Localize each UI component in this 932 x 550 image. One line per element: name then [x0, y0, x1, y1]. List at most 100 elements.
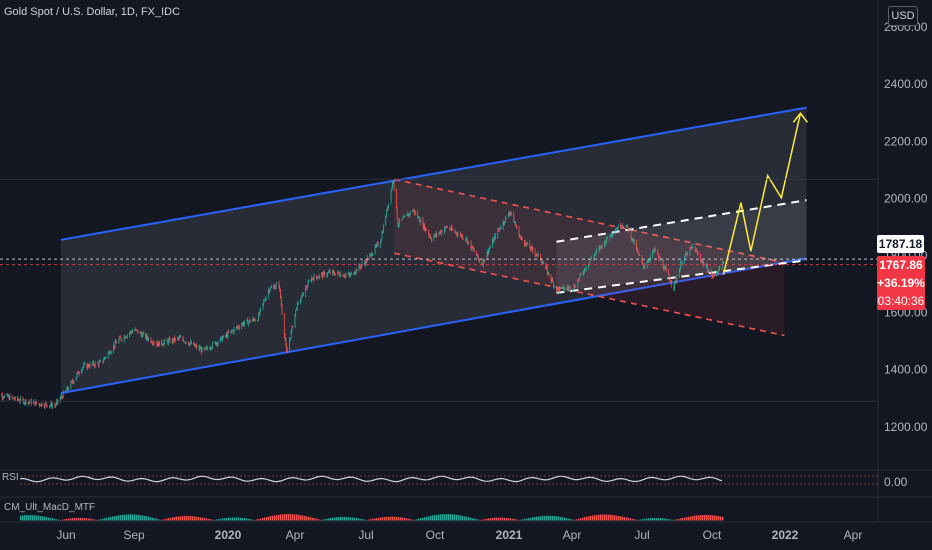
macd-bar [382, 517, 384, 521]
macd-bar [256, 519, 258, 521]
time-tick-label: Jun [56, 528, 75, 542]
candle-body [610, 233, 611, 238]
candle-body [478, 257, 480, 260]
macd-bar [78, 517, 80, 521]
candle-body [342, 274, 344, 277]
macd-bar [708, 514, 710, 521]
macd-bar [468, 517, 470, 521]
candle-body [327, 272, 329, 275]
macd-bar [60, 519, 62, 521]
macd-bar [306, 516, 308, 521]
candle-body [188, 344, 190, 346]
candle-body [348, 273, 350, 275]
candle-body [113, 345, 115, 347]
macd-bar [278, 514, 280, 521]
macd-bar [268, 516, 270, 521]
candle-body [710, 271, 712, 274]
candle-body [194, 343, 195, 347]
macd-bar [234, 517, 236, 521]
candle-body [46, 403, 47, 406]
candle-body [232, 330, 234, 333]
macd-bar [86, 518, 88, 521]
macd-bar [96, 519, 98, 521]
candle-body [137, 330, 139, 334]
macd-bar [554, 516, 556, 521]
candle-body [467, 241, 469, 244]
candle-body [1, 394, 2, 396]
candle-body [472, 245, 473, 249]
inner-channel-fill [556, 200, 807, 293]
candle-body [639, 254, 640, 256]
candle-body [412, 209, 414, 212]
macd-bar [526, 518, 528, 521]
candle-body [248, 319, 250, 322]
macd-bar [508, 518, 510, 521]
candle-body [41, 403, 43, 407]
candle-body [673, 284, 675, 289]
candle-body [174, 338, 176, 341]
macd-bar [408, 518, 410, 521]
candle-body [369, 254, 371, 258]
candle-body [84, 364, 85, 365]
rsi-label: RSI [2, 472, 19, 483]
candle-body [81, 367, 83, 371]
candle-body [488, 250, 489, 254]
candle-body [365, 259, 367, 265]
candle-body [674, 282, 675, 289]
macd-bar [342, 516, 344, 521]
candle-body [516, 226, 518, 228]
candle-body [492, 239, 494, 243]
candle-body [108, 351, 110, 354]
rsi-pane: RSI 0.00 [2, 472, 908, 489]
candle-body [283, 313, 285, 336]
macd-bar [238, 517, 240, 521]
macd-bar [712, 515, 714, 521]
ascending-channel-upper-line [60, 106, 807, 241]
candle-body [302, 292, 303, 295]
macd-bar [402, 517, 404, 521]
candle-body [88, 364, 89, 367]
candle-body [13, 397, 15, 399]
macd-bar [550, 515, 552, 521]
macd-bar [138, 514, 140, 521]
candle-body [344, 276, 345, 277]
macd-bar [166, 518, 168, 521]
candle-body [707, 271, 709, 273]
macd-bar [64, 519, 66, 521]
macd-bar [556, 516, 558, 521]
candle-body [483, 259, 485, 262]
macd-bar [638, 519, 640, 521]
macd-bar [206, 518, 208, 521]
candle-body [305, 287, 307, 296]
macd-bar [158, 519, 160, 521]
price-axis: 1200.001400.001600.001800.002000.002200.… [884, 20, 928, 434]
candle-body [399, 220, 400, 225]
candle-body [636, 249, 638, 251]
candle-body [98, 361, 100, 366]
candle-body [385, 216, 387, 226]
candle-body [524, 244, 526, 246]
candle-body [34, 401, 36, 406]
candle-body [433, 236, 435, 241]
candle-body [335, 273, 336, 276]
macd-bar [124, 514, 126, 521]
candle-body [589, 260, 591, 262]
macd-bar [142, 515, 144, 521]
candle-body [508, 214, 510, 216]
time-tick-label: Oct [426, 528, 445, 542]
candle-body [489, 248, 490, 251]
macd-bar [90, 518, 92, 521]
candle-body [700, 254, 701, 260]
candle-body [647, 260, 649, 263]
symbol-title[interactable]: Gold Spot / U.S. Dollar, 1D, FX_IDC [4, 6, 181, 18]
macd-bar [442, 514, 444, 521]
candle-body [19, 401, 21, 403]
macd-bar [564, 517, 566, 521]
currency-badge[interactable]: USD [888, 6, 918, 26]
candle-body [420, 219, 422, 223]
candle-body [376, 244, 377, 247]
macd-label: CM_Ult_MacD_MTF [4, 502, 95, 513]
candle-body [386, 209, 387, 217]
macd-bar [366, 519, 368, 521]
